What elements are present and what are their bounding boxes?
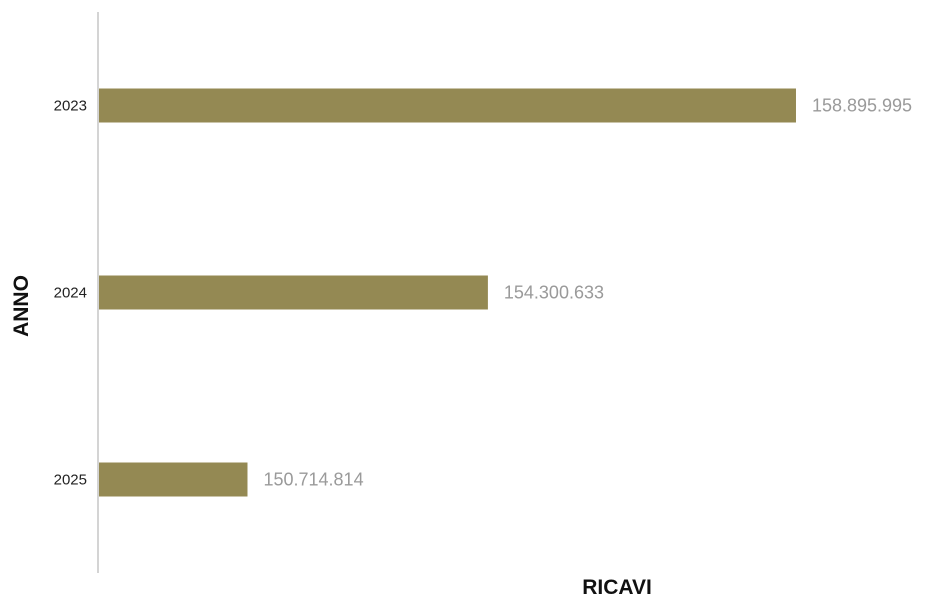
data-label: 150.714.814 <box>263 470 363 490</box>
y-tick-label: 2025 <box>54 472 87 489</box>
x-axis-title: RICAVI <box>582 576 652 597</box>
data-label: 154.300.633 <box>504 283 604 303</box>
bar-2023 <box>99 88 796 123</box>
bars-group: 2023 158.895.995 2024 154.300.633 2025 150.71… <box>54 88 912 497</box>
y-tick-label: 2024 <box>54 285 87 302</box>
y-tick-label: 2023 <box>54 98 87 115</box>
y-axis-title: ANNO <box>10 275 33 337</box>
data-label: 158.895.995 <box>812 96 912 116</box>
bar-2024 <box>99 275 488 310</box>
bar-2025 <box>99 462 248 497</box>
